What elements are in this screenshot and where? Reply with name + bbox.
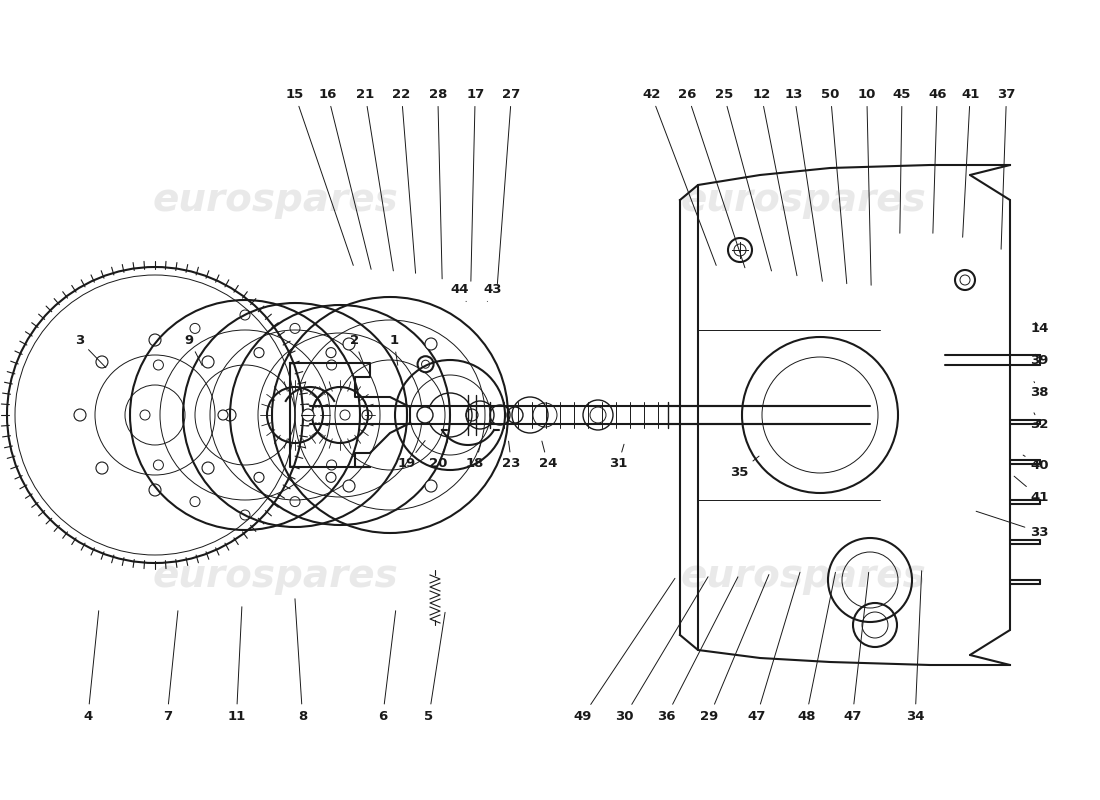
Text: 29: 29 xyxy=(701,574,769,722)
Circle shape xyxy=(418,356,433,372)
Text: 18: 18 xyxy=(466,442,484,470)
Text: 33: 33 xyxy=(976,511,1048,538)
Text: 22: 22 xyxy=(393,88,416,274)
Text: 36: 36 xyxy=(658,577,738,722)
Text: 46: 46 xyxy=(928,88,946,234)
Text: 11: 11 xyxy=(228,606,245,722)
Circle shape xyxy=(326,472,336,482)
Circle shape xyxy=(466,409,478,421)
Text: 50: 50 xyxy=(822,88,847,284)
Circle shape xyxy=(343,338,355,350)
Text: 42: 42 xyxy=(642,88,716,266)
Text: eurospares: eurospares xyxy=(680,557,926,595)
Circle shape xyxy=(240,310,250,320)
Circle shape xyxy=(290,323,300,334)
Circle shape xyxy=(96,462,108,474)
Text: 8: 8 xyxy=(295,598,307,722)
Text: 14: 14 xyxy=(1031,322,1048,334)
Text: 30: 30 xyxy=(616,577,708,722)
Circle shape xyxy=(728,238,752,262)
Text: 5: 5 xyxy=(425,612,446,722)
Text: 27: 27 xyxy=(497,88,520,284)
Text: 4: 4 xyxy=(84,610,99,722)
Circle shape xyxy=(343,480,355,492)
Circle shape xyxy=(326,348,336,358)
Circle shape xyxy=(190,497,200,506)
Circle shape xyxy=(153,360,164,370)
Text: 7: 7 xyxy=(163,610,178,722)
Text: 23: 23 xyxy=(503,441,520,470)
Text: 47: 47 xyxy=(748,572,800,722)
Text: 15: 15 xyxy=(286,88,353,266)
Text: 32: 32 xyxy=(1031,413,1048,430)
Circle shape xyxy=(153,460,164,470)
Text: 49: 49 xyxy=(574,578,675,722)
Circle shape xyxy=(218,410,228,420)
Text: 34: 34 xyxy=(906,570,924,722)
Text: 1: 1 xyxy=(389,334,398,366)
Text: 38: 38 xyxy=(1031,382,1048,398)
Text: 26: 26 xyxy=(679,88,745,268)
Circle shape xyxy=(202,356,215,368)
Text: 31: 31 xyxy=(609,444,627,470)
Text: 13: 13 xyxy=(785,88,823,282)
Circle shape xyxy=(302,409,313,421)
Text: 16: 16 xyxy=(319,88,371,270)
Text: 41: 41 xyxy=(1014,476,1048,504)
Text: 19: 19 xyxy=(398,441,425,470)
Circle shape xyxy=(240,510,250,520)
Circle shape xyxy=(148,334,161,346)
Text: 3: 3 xyxy=(75,334,106,368)
Circle shape xyxy=(327,360,337,370)
Text: eurospares: eurospares xyxy=(152,181,398,219)
Circle shape xyxy=(190,323,200,334)
Circle shape xyxy=(955,270,975,290)
Circle shape xyxy=(254,472,264,482)
Text: 9: 9 xyxy=(185,334,202,366)
Text: 2: 2 xyxy=(350,334,364,366)
Circle shape xyxy=(290,497,300,506)
Text: 35: 35 xyxy=(730,456,759,478)
Text: 48: 48 xyxy=(798,572,835,722)
Circle shape xyxy=(362,410,372,420)
Text: 25: 25 xyxy=(715,88,771,271)
Circle shape xyxy=(327,460,337,470)
Circle shape xyxy=(224,409,236,421)
Circle shape xyxy=(254,348,264,358)
Text: 43: 43 xyxy=(484,283,502,302)
Text: 24: 24 xyxy=(539,441,557,470)
Text: 10: 10 xyxy=(858,88,876,286)
Circle shape xyxy=(417,407,433,423)
Circle shape xyxy=(425,338,437,350)
Text: 41: 41 xyxy=(961,88,979,238)
Circle shape xyxy=(96,356,108,368)
Text: 28: 28 xyxy=(429,88,447,279)
Text: 17: 17 xyxy=(466,88,484,282)
Text: 12: 12 xyxy=(752,88,798,276)
Circle shape xyxy=(140,410,150,420)
Text: eurospares: eurospares xyxy=(680,181,926,219)
Text: 45: 45 xyxy=(893,88,911,234)
Text: 47: 47 xyxy=(844,572,869,722)
Text: 20: 20 xyxy=(429,441,448,470)
Circle shape xyxy=(202,462,215,474)
Text: 21: 21 xyxy=(356,88,394,271)
Circle shape xyxy=(148,484,161,496)
Text: 6: 6 xyxy=(378,610,396,722)
Text: 39: 39 xyxy=(1031,354,1048,366)
Circle shape xyxy=(425,480,437,492)
Circle shape xyxy=(74,409,86,421)
Circle shape xyxy=(340,410,350,420)
Text: 44: 44 xyxy=(451,283,469,302)
Text: 40: 40 xyxy=(1023,455,1048,472)
Text: 37: 37 xyxy=(998,88,1015,250)
Text: eurospares: eurospares xyxy=(152,557,398,595)
